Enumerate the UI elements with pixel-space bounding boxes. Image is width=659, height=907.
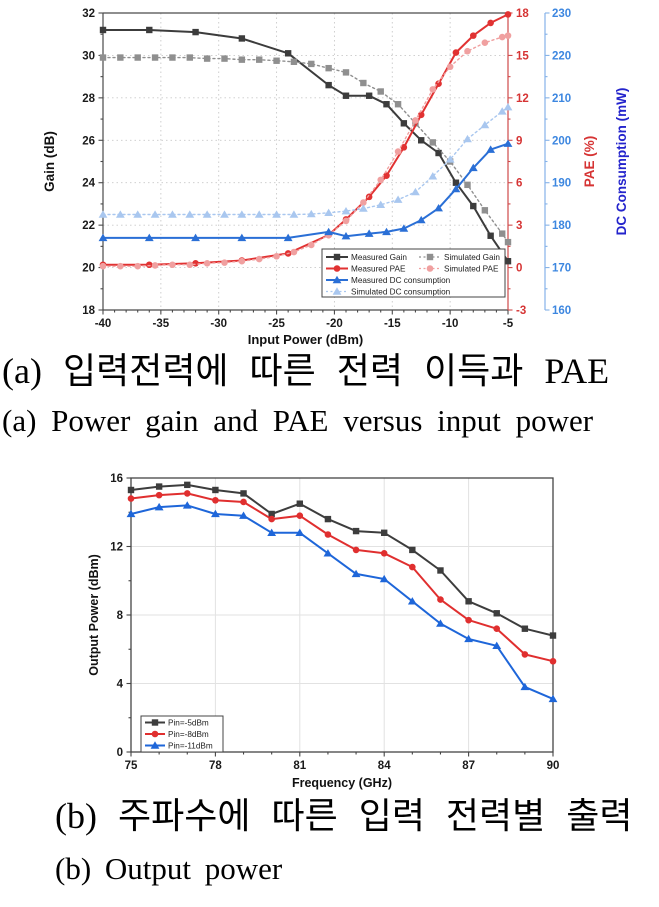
series-measured-dc-consumption (98, 139, 513, 242)
svg-text:200: 200 (552, 135, 571, 147)
svg-text:87: 87 (462, 760, 475, 772)
svg-text:210: 210 (552, 93, 571, 105)
svg-text:16: 16 (110, 473, 123, 485)
x-axis-a: -40 -35 -30 -25 -20 -15 -10 -5 Input Power (dBm) (95, 310, 514, 347)
series-pin-11dbm (126, 501, 558, 703)
y-axis-title-b: Output Power (dBm) (87, 554, 101, 676)
svg-text:22: 22 (82, 220, 95, 232)
caption-b-english: (b) Output power (55, 851, 283, 886)
svg-text:90: 90 (547, 760, 560, 772)
svg-text:18: 18 (82, 305, 95, 317)
svg-text:220: 220 (552, 50, 571, 62)
svg-text:180: 180 (552, 220, 571, 232)
svg-text:-5: -5 (503, 318, 514, 330)
svg-text:0: 0 (117, 747, 123, 759)
svg-text:-40: -40 (95, 318, 112, 330)
svg-text:84: 84 (378, 760, 391, 772)
legend-item-measured-gain: Measured Gain (326, 253, 407, 262)
svg-text:-15: -15 (384, 318, 401, 330)
y-axis-b: 0 4 8 12 16 Output Power (dBm) (87, 473, 131, 759)
caption-b-korean: (b) 주파수에 따른 입력 전력별 출력 (55, 796, 633, 836)
legend-item-simulated-dc-consumption: Simulated DC consumption (326, 287, 451, 297)
svg-text:15: 15 (516, 50, 529, 62)
svg-text:75: 75 (125, 760, 138, 772)
svg-text:Measured PAE: Measured PAE (351, 265, 406, 274)
svg-text:12: 12 (516, 93, 529, 105)
svg-text:6: 6 (516, 178, 522, 190)
svg-text:-10: -10 (442, 318, 459, 330)
series-measured-gain (99, 26, 512, 265)
dc-axis-title: DC Consumption (mW) (614, 88, 629, 236)
caption-a-korean: (a) 입력전력에 따른 전력 이득과 PAE (2, 351, 610, 391)
series-pin-5dbm (127, 481, 557, 639)
svg-text:Pin=-8dBm: Pin=-8dBm (168, 730, 209, 739)
svg-text:4: 4 (117, 679, 124, 691)
series-pin-8dbm (127, 490, 557, 665)
svg-text:26: 26 (82, 135, 95, 147)
svg-text:30: 30 (82, 50, 95, 62)
svg-text:18: 18 (516, 8, 529, 20)
svg-text:Measured DC consumption: Measured DC consumption (351, 276, 451, 285)
svg-text:0: 0 (516, 263, 522, 275)
legend-item-pin-8dbm: Pin=-8dBm (145, 730, 209, 739)
legend-item-pin-5dbm: Pin=-5dBm (145, 719, 209, 728)
gain-axis-title: Gain (dB) (42, 131, 57, 192)
svg-text:-25: -25 (268, 318, 285, 330)
svg-text:Simulated DC consumption: Simulated DC consumption (351, 288, 451, 297)
legend-item-measured-pae: Measured PAE (326, 265, 406, 274)
svg-text:170: 170 (552, 263, 571, 275)
series-measured-pae (99, 11, 512, 269)
pae-axis-title: PAE (%) (582, 136, 597, 188)
legend-item-simulated-pae: Simulated PAE (419, 265, 499, 274)
svg-text:28: 28 (82, 93, 95, 105)
legend-a: Measured Gain Simulated Gain Measured PAE S… (321, 248, 506, 298)
svg-text:8: 8 (117, 610, 124, 622)
svg-text:9: 9 (516, 135, 522, 147)
series-simulated-pae (99, 32, 512, 270)
svg-text:Measured Gain: Measured Gain (351, 253, 407, 262)
svg-text:81: 81 (293, 760, 306, 772)
x-axis-title-b: Frequency (GHz) (292, 776, 392, 790)
svg-text:Simulated Gain: Simulated Gain (444, 253, 500, 262)
grid-b (131, 478, 553, 752)
svg-text:230: 230 (552, 8, 571, 20)
svg-text:78: 78 (209, 760, 222, 772)
svg-text:3: 3 (516, 220, 522, 232)
pae-axis: -3 0 3 6 9 12 15 18 PAE (%) (508, 8, 597, 317)
x-axis-title-a: Input Power (dBm) (248, 332, 364, 347)
svg-text:-30: -30 (210, 318, 227, 330)
svg-text:Simulated PAE: Simulated PAE (444, 265, 499, 274)
svg-text:20: 20 (82, 263, 95, 275)
series-simulated-gain (99, 54, 512, 246)
legend-item-measured-dc-consumption: Measured DC consumption (326, 275, 451, 285)
legend-b: Pin=-5dBm Pin=-8dBm Pin=-11dBm (140, 715, 224, 753)
svg-text:32: 32 (82, 8, 95, 20)
gain-axis: 18 20 22 24 26 28 30 32 Gain (dB) (42, 8, 103, 317)
svg-text:190: 190 (552, 178, 571, 190)
legend-item-pin-11dbm: Pin=-11dBm (145, 741, 213, 751)
legend-item-simulated-gain: Simulated Gain (419, 253, 500, 262)
x-axis-b: 75 78 81 84 87 90 Frequency (GHz) (125, 752, 560, 790)
svg-text:160: 160 (552, 305, 571, 317)
dc-axis: 160 170 180 190 200 210 220 230 DC Consumption (… (544, 8, 629, 317)
svg-text:-35: -35 (153, 318, 170, 330)
chart-b-output-power-vs-frequency: 75 78 81 84 87 90 Frequency (GHz) 0 4 8 12 16 Output… (87, 473, 560, 790)
series-simulated-dc-consumption (98, 102, 513, 218)
svg-text:Pin=-11dBm: Pin=-11dBm (168, 742, 213, 751)
svg-text:24: 24 (82, 178, 95, 190)
svg-text:-20: -20 (326, 318, 343, 330)
caption-a-english: (a) Power gain and PAE versus input powe… (2, 403, 594, 438)
svg-text:Pin=-5dBm: Pin=-5dBm (168, 719, 209, 728)
svg-text:12: 12 (110, 542, 123, 554)
svg-text:-3: -3 (516, 305, 526, 317)
